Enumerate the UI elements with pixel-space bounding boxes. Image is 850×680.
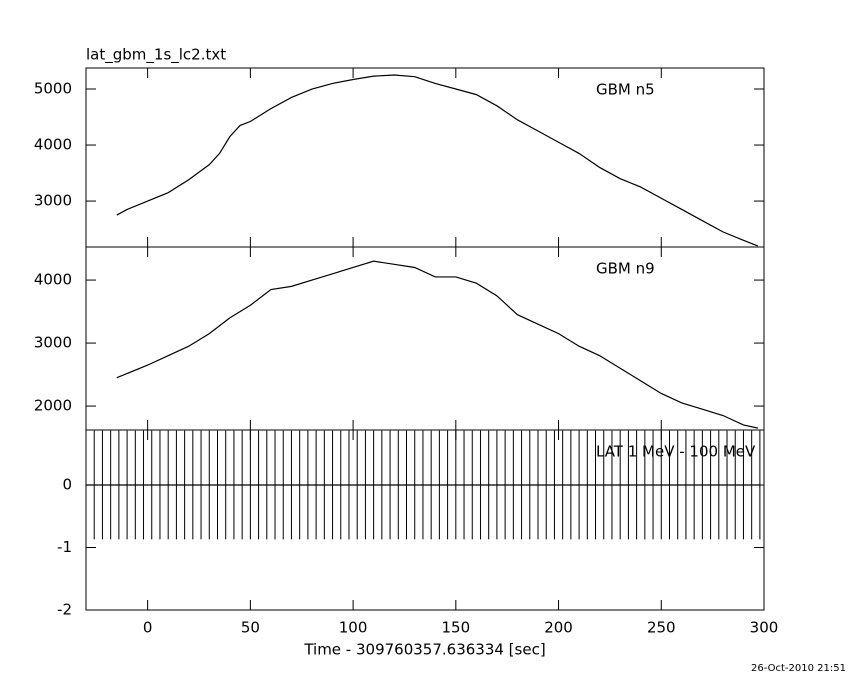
y-tick-label: -1	[57, 538, 72, 556]
panel-frame	[85, 246, 765, 431]
y-tick-label: -2	[57, 601, 72, 619]
y-tick-label: 2000	[34, 397, 72, 415]
panel-frame	[85, 67, 765, 248]
y-tick-label: 5000	[34, 80, 72, 98]
y-tick-label: 4000	[34, 271, 72, 289]
series-label: LAT 1 MeV - 100 MeV	[596, 443, 756, 461]
y-tick-label: 4000	[34, 136, 72, 154]
y-tick-label: 0	[62, 476, 72, 494]
series-label: GBM n9	[596, 260, 655, 278]
y-tick-label: 3000	[34, 192, 72, 210]
series-line	[116, 74, 759, 247]
x-tick-label: 200	[544, 619, 573, 637]
x-tick-label: 150	[441, 619, 470, 637]
series-line	[116, 260, 758, 429]
x-tick-label: 300	[750, 619, 779, 637]
x-tick-label: 50	[241, 619, 260, 637]
x-tick-label: 250	[647, 619, 676, 637]
series-label: GBM n5	[596, 81, 655, 99]
series-group	[86, 430, 761, 540]
x-axis-label: Time - 309760357.636334 [sec]	[303, 641, 545, 659]
chart-title: lat_gbm_1s_lc2.txt	[86, 46, 226, 65]
series-group	[116, 74, 759, 247]
y-tick-label: 3000	[34, 334, 72, 352]
series-group	[116, 260, 758, 429]
x-tick-label: 0	[143, 619, 153, 637]
timestamp: 26-Oct-2010 21:51	[751, 663, 846, 674]
x-tick-label: 100	[339, 619, 368, 637]
